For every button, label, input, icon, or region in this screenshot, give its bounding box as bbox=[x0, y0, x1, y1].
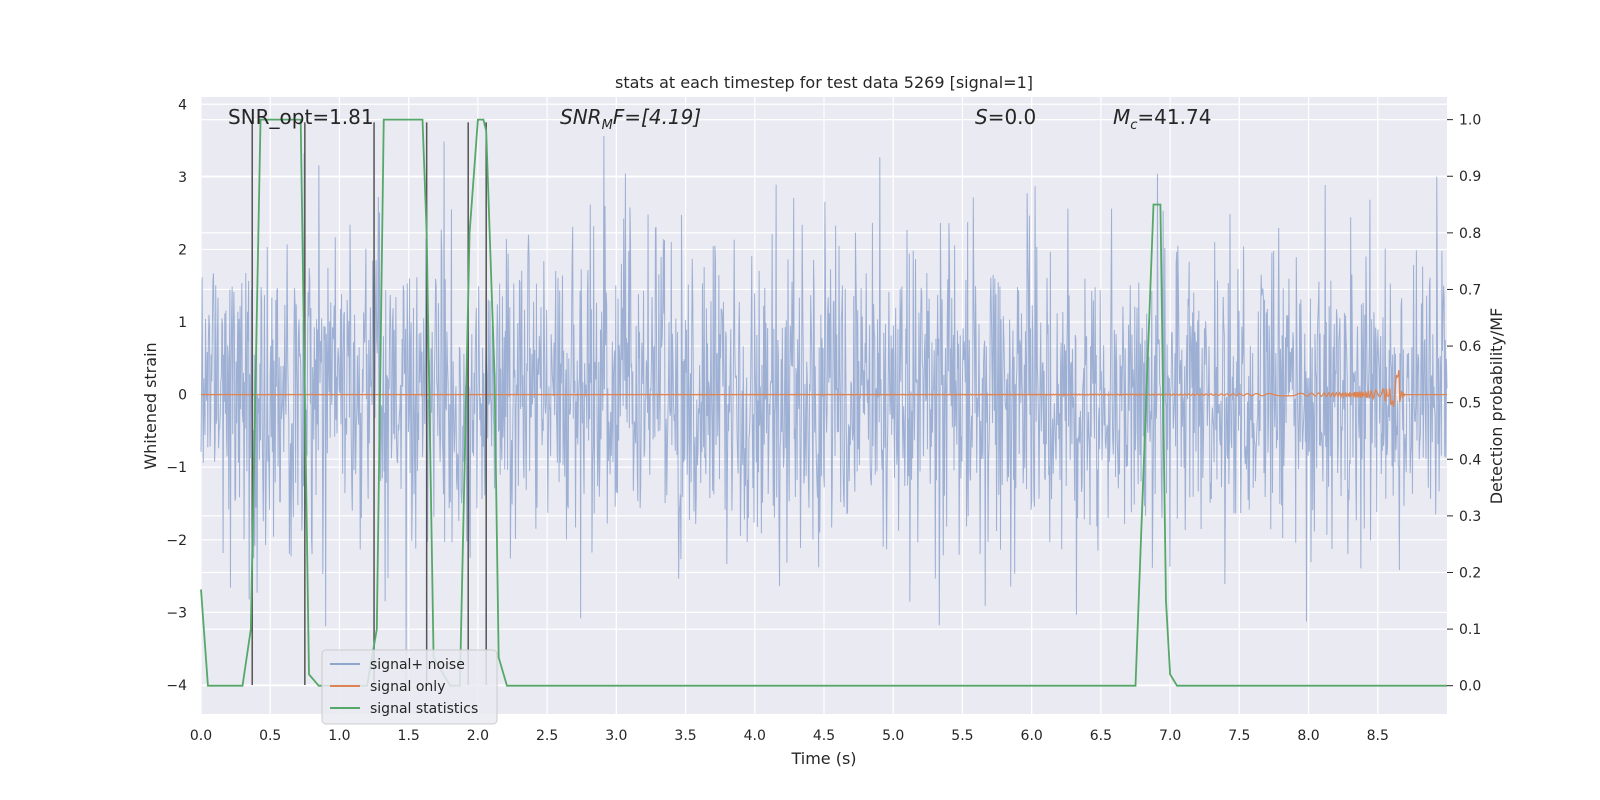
statistics-series-group bbox=[200, 118, 1447, 687]
x-tick-label: 1.5 bbox=[398, 728, 420, 744]
y-right-tick-labels: 1.0 0.9 0.8 0.7 0.6 0.5 0.4 0.3 0.2 0.1 0.0 bbox=[1447, 113, 1481, 695]
y-right-tick-label: 0.7 bbox=[1459, 282, 1481, 298]
x-tick-label: 6.5 bbox=[1090, 728, 1112, 744]
x-tick-label: 4.0 bbox=[744, 728, 766, 744]
y-right-tick-label: 0.5 bbox=[1459, 396, 1481, 412]
y-right-tick-label: 0.2 bbox=[1459, 565, 1481, 581]
y-right-tick-label: 1.0 bbox=[1459, 113, 1481, 129]
y-left-tick-label: 1 bbox=[178, 315, 187, 331]
y-left-tick-label: 2 bbox=[178, 242, 187, 258]
y-left-tick-label: −1 bbox=[166, 460, 187, 476]
x-tick-label: 2.5 bbox=[536, 728, 558, 744]
annotation-s-rest: =0.0 bbox=[988, 105, 1037, 129]
annotation-snr-mf-main: SNR bbox=[560, 105, 602, 129]
x-tick-label: 7.0 bbox=[1159, 728, 1181, 744]
series-line-signal-noise bbox=[200, 136, 1448, 685]
x-tick-label: 7.5 bbox=[1228, 728, 1250, 744]
y-right-tick-label: 0.3 bbox=[1459, 509, 1481, 525]
y-right-tick-label: 0.4 bbox=[1459, 452, 1481, 468]
x-tick-label: 3.5 bbox=[674, 728, 696, 744]
legend-label-chirp: signal only bbox=[370, 679, 445, 695]
annotation-mc-rest: =41.74 bbox=[1137, 105, 1211, 129]
legend: signal+ noise signal only signal statist… bbox=[321, 649, 498, 725]
series-line-signal-only bbox=[200, 370, 1447, 407]
y-right-tick-label: 0.6 bbox=[1459, 339, 1481, 355]
x-tick-label: 8.0 bbox=[1297, 728, 1319, 744]
x-tick-label: 0.5 bbox=[259, 728, 281, 744]
chart-title: stats at each timestep for test data 526… bbox=[615, 73, 1033, 92]
legend-label-noise: signal+ noise bbox=[370, 657, 465, 673]
x-tick-label: 5.0 bbox=[882, 728, 904, 744]
annotation-s: S=0.0 bbox=[975, 105, 1036, 129]
annotation-mc-main: M bbox=[1113, 105, 1130, 129]
y-left-tick-label: 3 bbox=[178, 170, 187, 186]
annotation-snr-opt: SNR_opt=1.81 bbox=[228, 105, 374, 129]
x-tick-label: 3.0 bbox=[605, 728, 627, 744]
x-tick-label: 8.5 bbox=[1367, 728, 1389, 744]
x-tick-labels: 0.0 0.5 1.0 1.5 2.0 2.5 3.0 3.5 4.0 4.5 5.0 5.5 6.0 6… bbox=[190, 728, 1389, 744]
y-right-tick-label: 0.8 bbox=[1459, 226, 1481, 242]
annotation-s-main: S bbox=[975, 105, 988, 129]
y-left-tick-label: 4 bbox=[178, 97, 187, 113]
y-left-tick-labels: 4 3 2 1 0 −1 −2 −3 −4 bbox=[166, 97, 187, 694]
x-tick-label: 0.0 bbox=[190, 728, 212, 744]
y-right-tick-label: 0.0 bbox=[1459, 679, 1481, 695]
series-line-signal-statistics bbox=[200, 118, 1447, 687]
annotation-snr-mf-rest: F=[4.19] bbox=[613, 105, 701, 129]
y-right-tick-label: 0.1 bbox=[1459, 622, 1481, 638]
x-axis-label: Time (s) bbox=[790, 749, 856, 768]
y-right-tick-label: 0.9 bbox=[1459, 169, 1481, 185]
x-tick-label: 6.0 bbox=[1021, 728, 1043, 744]
annotation-mc: Mc=41.74 bbox=[1113, 105, 1211, 133]
x-tick-label: 2.0 bbox=[467, 728, 489, 744]
legend-label-statistics: signal statistics bbox=[370, 701, 478, 717]
annotation-snr-mf: SNRMF=[4.19] bbox=[560, 105, 701, 133]
y-left-tick-label: 0 bbox=[178, 388, 187, 404]
x-tick-label: 5.5 bbox=[951, 728, 973, 744]
x-tick-label: 4.5 bbox=[813, 728, 835, 744]
y-left-tick-label: −4 bbox=[166, 678, 187, 694]
y-axis-right-label: Detection probability/MF bbox=[1487, 308, 1506, 505]
y-axis-left-label: Whitened strain bbox=[141, 342, 160, 469]
chirp-series-group bbox=[200, 370, 1447, 407]
annotation-snr-mf-sub: M bbox=[602, 118, 613, 133]
noise-series-group bbox=[200, 136, 1448, 685]
y-left-tick-label: −2 bbox=[166, 533, 187, 549]
legend-box bbox=[321, 649, 498, 725]
annotation-mc-sub: c bbox=[1130, 118, 1137, 133]
y-left-tick-label: −3 bbox=[166, 605, 187, 621]
x-tick-label: 1.0 bbox=[328, 728, 350, 744]
